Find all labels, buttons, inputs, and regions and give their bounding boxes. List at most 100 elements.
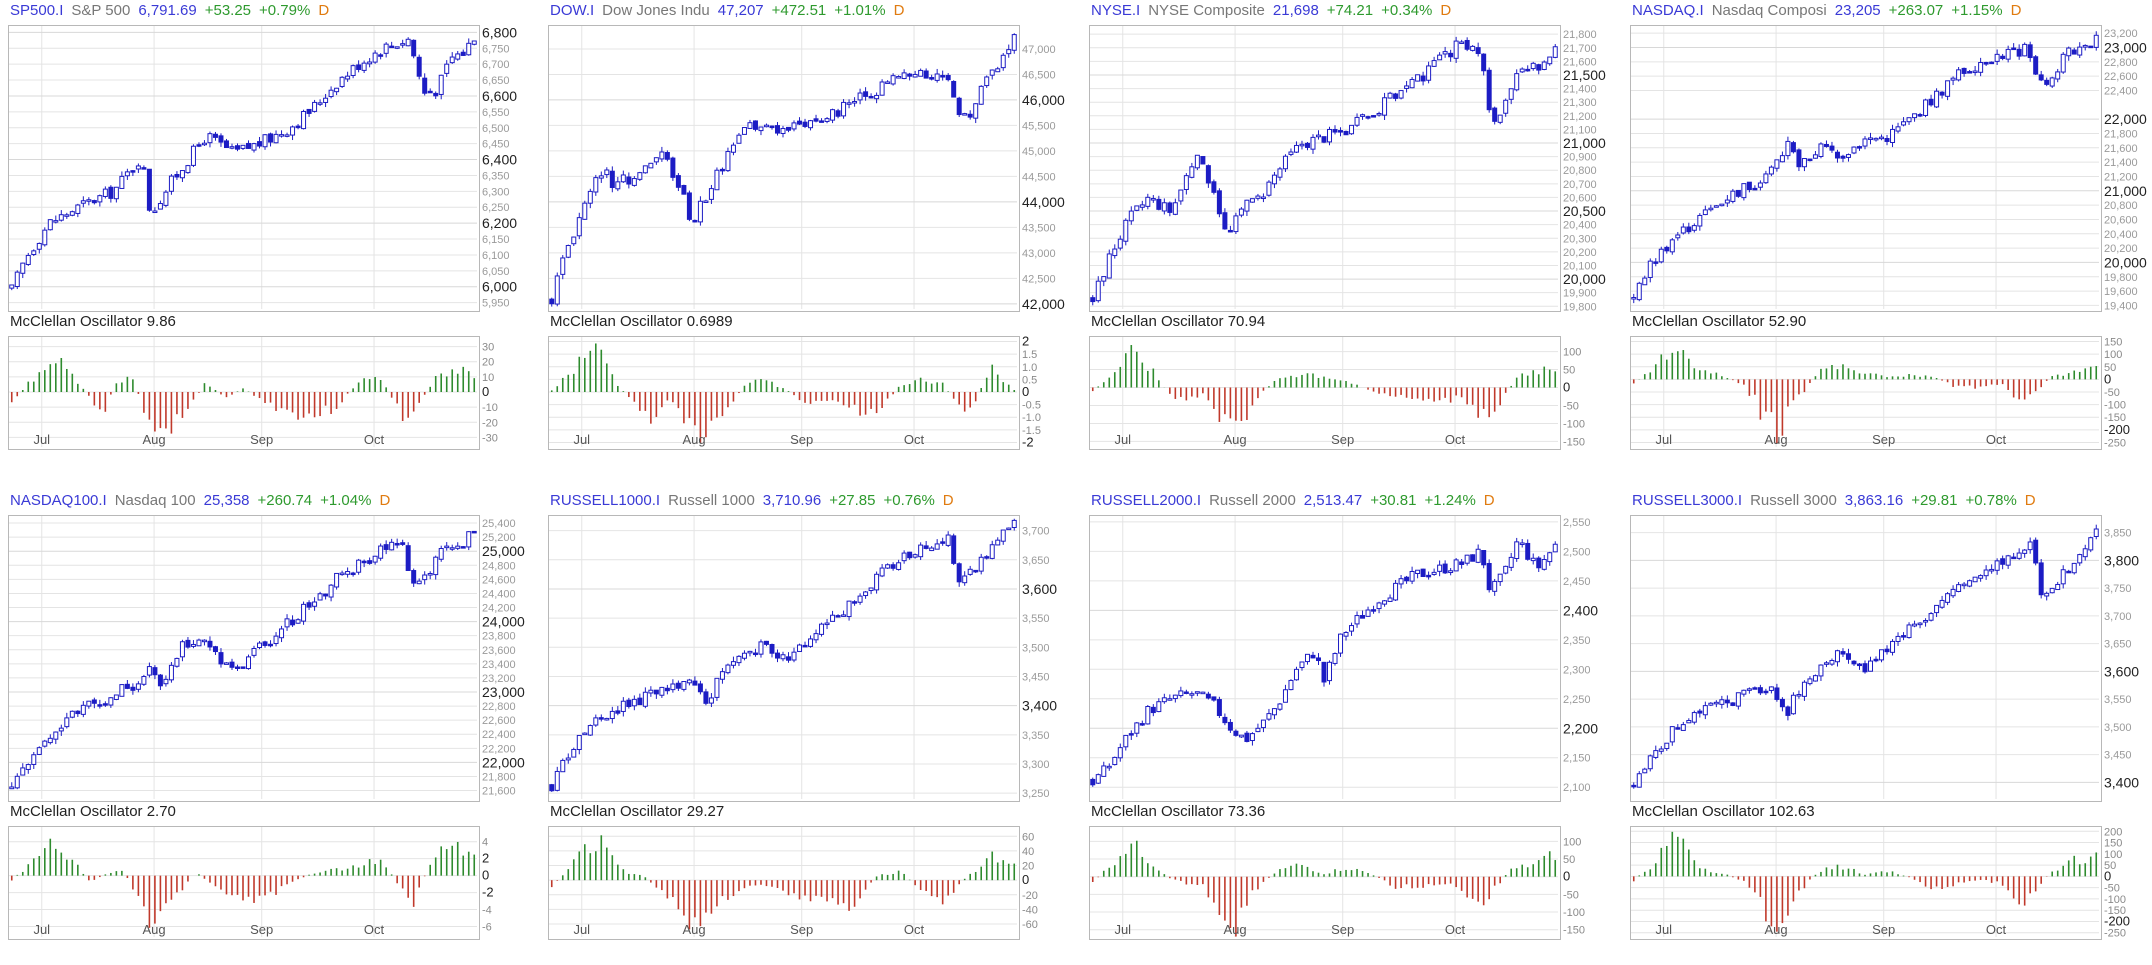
candle-body	[152, 667, 158, 676]
oscillator-tick-label: 4	[482, 837, 488, 849]
candle-body	[367, 560, 373, 564]
oscillator-tick-label: 40	[1022, 846, 1034, 858]
index-name: S&P 500	[71, 2, 131, 19]
candle-body	[912, 554, 918, 558]
oscillator-tick-label: 60	[1022, 831, 1034, 843]
period-toggle[interactable]: D	[2024, 492, 2036, 509]
period-toggle[interactable]: D	[1483, 492, 1495, 509]
candle-body	[978, 556, 984, 572]
symbol-link[interactable]: RUSSELL3000.I	[1632, 492, 1743, 509]
price-tick-label: 6,450	[482, 139, 510, 151]
candle-body	[273, 133, 279, 144]
symbol-link[interactable]: DOW.I	[550, 2, 595, 19]
candle-body	[1547, 56, 1553, 65]
candle-body	[1536, 557, 1542, 569]
candle-body	[1000, 54, 1006, 69]
candle-body	[989, 544, 995, 559]
candle-body	[1090, 778, 1096, 786]
period-toggle[interactable]: D	[1440, 2, 1452, 19]
month-label: Aug	[143, 432, 166, 447]
period-toggle[interactable]: D	[942, 492, 954, 509]
price-tick-label: 20,400	[2104, 229, 2138, 241]
index-panel: NYSE.I NYSE Composite 21,698 +74.21 +0.34% D M…	[1081, 0, 1611, 465]
price-change: +30.81	[1370, 492, 1417, 509]
candle-body	[1928, 613, 1934, 621]
symbol-link[interactable]: NASDAQ.I	[1632, 2, 1704, 19]
oscillator-tick-label: 2	[1022, 334, 1029, 349]
candle-body	[312, 601, 318, 607]
candle-body	[1675, 234, 1681, 239]
period-toggle[interactable]: D	[2010, 2, 2022, 19]
candle-body	[1011, 34, 1017, 51]
candle-body	[604, 717, 610, 721]
candle-body	[1752, 187, 1758, 191]
oscillator-tick-label: -150	[1563, 925, 1585, 937]
candle-body	[1994, 53, 2000, 62]
index-panel: DOW.I Dow Jones Indu 47,207 +472.51 +1.01% D M…	[540, 0, 1070, 465]
candle-body	[830, 614, 836, 622]
candle-body	[1895, 635, 1901, 643]
candle-body	[113, 694, 119, 700]
index-panel: NASDAQ.I Nasdaq Composi 23,205 +263.07 +1.15…	[1622, 0, 2152, 465]
candle-body	[763, 640, 769, 645]
candle-body	[2066, 47, 2072, 57]
oscillator-label: McClellan Oscillator 0.6989	[550, 313, 733, 330]
candle-body	[1393, 582, 1399, 601]
oscillator-plot-area	[8, 336, 480, 450]
period-toggle[interactable]: D	[318, 2, 330, 19]
candle-body	[1293, 668, 1299, 681]
oscillator-tick-label: 0	[482, 868, 489, 883]
candle-body	[1691, 225, 1697, 231]
candle-body	[1730, 702, 1736, 706]
period-toggle[interactable]: D	[893, 2, 905, 19]
candle-body	[758, 641, 764, 655]
candle-body	[1382, 97, 1388, 116]
candle-body	[725, 664, 731, 674]
candle-body	[1161, 697, 1167, 703]
symbol-link[interactable]: NASDAQ100.I	[10, 492, 107, 509]
month-label: Sep	[1872, 432, 1895, 447]
candle-body	[1011, 519, 1017, 529]
candle-body	[1790, 694, 1796, 715]
symbol-link[interactable]: SP500.I	[10, 2, 64, 19]
price-tick-label: 3,550	[1022, 613, 1050, 625]
candle-body	[1862, 138, 1868, 147]
candle-body	[1735, 692, 1741, 707]
candle-body	[1669, 726, 1675, 743]
candle-body	[1508, 88, 1514, 100]
month-label: Aug	[1765, 922, 1788, 937]
month-label: Sep	[790, 432, 813, 447]
candle-body	[1437, 54, 1443, 61]
candle-body	[1840, 651, 1846, 655]
candle-body	[857, 595, 863, 603]
candle-body	[874, 94, 880, 100]
candle-body	[246, 656, 252, 670]
candle-body	[2077, 46, 2083, 56]
price-tick-label: 3,500	[1022, 642, 1050, 654]
candle-body	[703, 691, 709, 704]
candle-body	[1642, 768, 1648, 774]
candle-body	[207, 133, 213, 144]
candle-body	[1486, 562, 1492, 591]
candle-body	[42, 229, 48, 246]
candle-body	[1530, 62, 1536, 70]
price-tick-label: 6,300	[482, 186, 510, 198]
price-tick-label: 21,600	[1563, 56, 1597, 68]
percent-change: +1.15%	[1951, 2, 2003, 19]
price-tick-label: 23,000	[2104, 39, 2147, 55]
oscillator-tick-label: -250	[2104, 928, 2126, 940]
candle-body	[1327, 661, 1333, 682]
candle-body	[1757, 687, 1763, 694]
candle-body	[1939, 599, 1945, 608]
price-tick-label: 2,300	[1563, 664, 1591, 676]
symbol-link[interactable]: NYSE.I	[1091, 2, 1141, 19]
candle-body	[1967, 580, 1973, 587]
symbol-link[interactable]: RUSSELL1000.I	[550, 492, 661, 509]
price-change: +29.81	[1911, 492, 1958, 509]
candle-body	[890, 564, 896, 569]
period-toggle[interactable]: D	[379, 492, 391, 509]
symbol-link[interactable]: RUSSELL2000.I	[1091, 492, 1202, 509]
last-price: 47,207	[717, 2, 764, 19]
candle-body	[1178, 189, 1184, 202]
price-tick-label: 2,100	[1563, 782, 1591, 794]
